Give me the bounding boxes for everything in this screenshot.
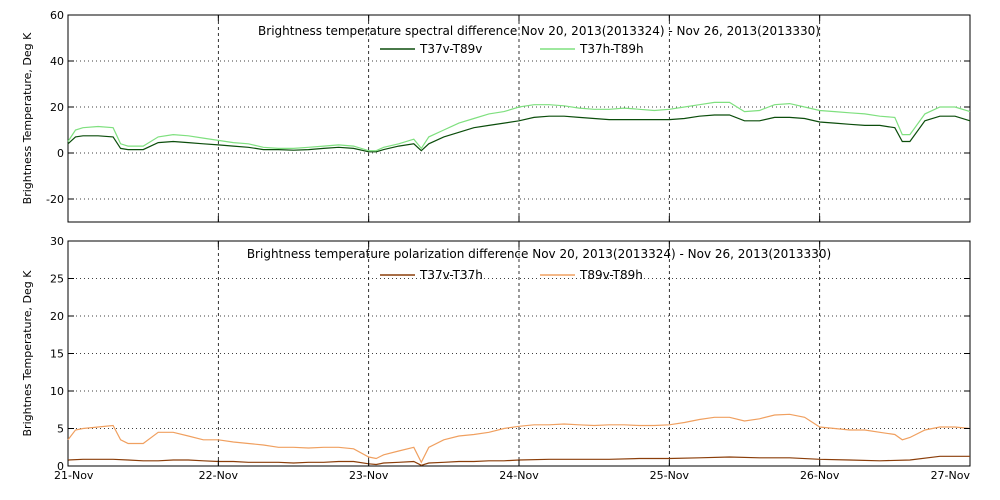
- y-tick-label: 0: [57, 147, 64, 160]
- series-group: [67, 101, 971, 153]
- legend-label: T37v-T37h: [419, 268, 483, 282]
- y-ticks: 0 5 10 15 20 25 30: [50, 235, 970, 473]
- chart-title: Brightness temperature spectral differen…: [258, 24, 820, 38]
- y-tick-label: 40: [50, 55, 64, 68]
- x-tick-label: 22-Nov: [199, 469, 239, 482]
- y-axis-label: Brightnes Temperature, Deg K: [21, 270, 34, 437]
- legend-label: T89v-T89h: [579, 268, 643, 282]
- x-ticks: [67, 15, 971, 222]
- y-axis-label: Brightness Temperature, Deg K: [21, 32, 34, 204]
- y-tick-label: 25: [50, 273, 64, 286]
- x-tick-label: 23-Nov: [349, 469, 389, 482]
- legend-label: T37v-T89v: [419, 42, 482, 56]
- x-tick-label: 21-Nov: [54, 469, 94, 482]
- series-group: [67, 413, 971, 466]
- legend: T37v-T89v T37h-T89h: [380, 42, 644, 56]
- y-tick-label: 5: [57, 423, 64, 436]
- x-tick-label: 25-Nov: [650, 469, 690, 482]
- legend-label: T37h-T89h: [579, 42, 644, 56]
- series-line-t37v-t89v: [67, 114, 971, 153]
- y-tick-label: 20: [50, 101, 64, 114]
- y-tick-label: 60: [50, 9, 64, 22]
- x-tick-label: 26-Nov: [800, 469, 840, 482]
- spectral-difference-panel: -20 0 20 40 60 Brightness temperature spectr…: [21, 9, 971, 223]
- x-tick-label: 27-Nov: [931, 469, 971, 482]
- chart-title: Brightness temperature polarization diff…: [247, 247, 831, 261]
- y-tick-label: 10: [50, 385, 64, 398]
- grid-lines: [68, 241, 970, 466]
- polarization-difference-panel: 0 5 10 15 20 25 30 21-Nov 22-Nov 23-Nov 24-Nov 25-…: [21, 235, 971, 482]
- x-tick-label: 24-Nov: [499, 469, 539, 482]
- y-tick-label: -20: [46, 193, 64, 206]
- plot-frame: [67, 240, 971, 467]
- series-line-t37v-t37h: [67, 455, 970, 466]
- grid-lines: [68, 15, 970, 222]
- y-tick-label: 15: [50, 348, 64, 361]
- y-tick-label: 20: [50, 310, 64, 323]
- series-line-t37h-t89h: [67, 101, 971, 152]
- y-tick-label: 0: [57, 460, 64, 473]
- y-tick-label: 30: [50, 235, 64, 248]
- y-ticks: -20 0 20 40 60: [46, 9, 970, 206]
- legend: T37v-T37h T89v-T89h: [380, 268, 643, 282]
- x-ticks: 21-Nov 22-Nov 23-Nov 24-Nov 25-Nov 26-Nov 27-N…: [54, 241, 971, 482]
- series-line-t89v-t89h: [67, 413, 971, 464]
